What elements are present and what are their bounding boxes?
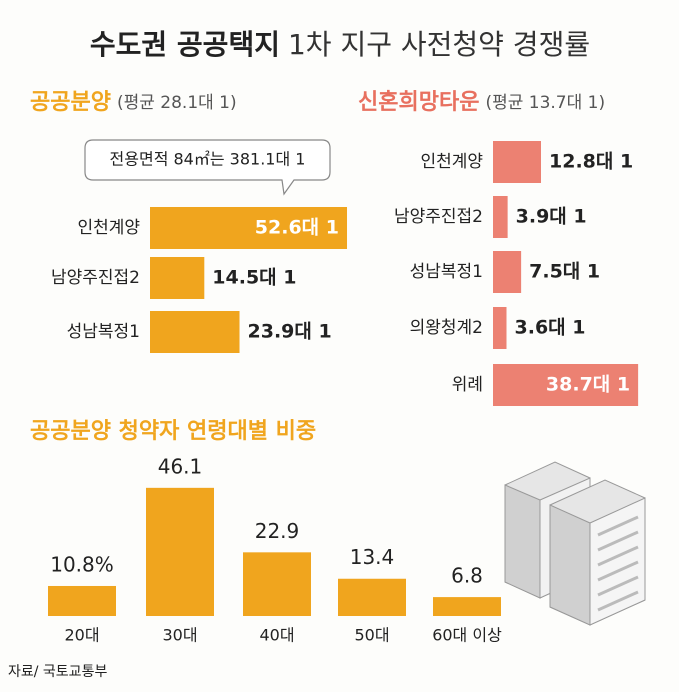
category-label: 50대 <box>354 626 389 645</box>
value-label: 14.5대 1 <box>212 267 296 289</box>
bar <box>243 552 311 616</box>
page-title: 수도권 공공택지 1차 지구 사전청약 경쟁률 <box>90 28 590 61</box>
bar <box>150 257 205 299</box>
value-label: 7.5대 1 <box>529 261 600 283</box>
bar <box>493 251 522 293</box>
value-label: 38.7대 1 <box>546 374 630 396</box>
bar <box>146 487 214 616</box>
category-label: 인천계양 <box>420 152 483 172</box>
callout-text: 전용면적 84㎡는 381.1대 1 <box>110 150 306 169</box>
category-label: 성남복정1 <box>410 262 483 282</box>
category-label: 인천계양 <box>77 218 140 238</box>
category-label: 위례 <box>452 375 483 395</box>
value-label: 10.8% <box>50 552 114 576</box>
category-label: 남양주진접2 <box>394 207 483 227</box>
chart-title: 공공분양 (평균 28.1대 1) <box>30 90 237 115</box>
value-label: 52.6대 1 <box>255 217 339 239</box>
building-icon <box>504 461 646 626</box>
bar <box>150 311 240 353</box>
value-label: 3.9대 1 <box>516 206 587 228</box>
value-label: 13.4 <box>350 545 395 569</box>
chart-subtitle: (평균 13.7대 1) <box>485 93 605 113</box>
value-label: 46.1 <box>158 454 203 478</box>
bar <box>338 578 406 616</box>
bar <box>150 207 348 249</box>
chart-subtitle: (평균 28.1대 1) <box>117 93 237 113</box>
bar <box>493 141 541 183</box>
chart-title: 신혼희망타운 (평균 13.7대 1) <box>358 90 605 115</box>
title-bold: 수도권 공공택지 <box>90 28 280 61</box>
category-label: 40대 <box>259 626 294 645</box>
bar <box>493 364 639 406</box>
category-label: 성남복정1 <box>67 322 140 342</box>
bar <box>493 196 508 238</box>
bar <box>493 307 507 349</box>
title-regular: 1차 지구 사전청약 경쟁률 <box>288 28 590 61</box>
value-label: 22.9 <box>255 519 300 543</box>
category-label: 30대 <box>162 626 197 645</box>
chart-title-text: 공공분양 <box>30 90 111 115</box>
category-label: 남양주진접2 <box>51 268 140 288</box>
category-label: 20대 <box>64 626 99 645</box>
chart-title-text: 신혼희망타운 <box>358 90 479 115</box>
category-label: 의왕청계2 <box>410 318 483 338</box>
chart-title-text: 공공분양 청약자 연령대별 비중 <box>30 419 316 444</box>
value-label: 3.6대 1 <box>515 317 586 339</box>
value-label: 6.8 <box>451 564 483 588</box>
bar <box>48 585 116 616</box>
value-label: 12.8대 1 <box>549 151 633 173</box>
source: 자료/ 국토교통부 <box>8 664 107 680</box>
value-label: 23.9대 1 <box>248 321 332 343</box>
bar <box>433 597 501 616</box>
chart-title: 공공분양 청약자 연령대별 비중 <box>30 419 316 444</box>
category-label: 60대 이상 <box>432 626 502 645</box>
callout-bubble <box>84 139 331 196</box>
